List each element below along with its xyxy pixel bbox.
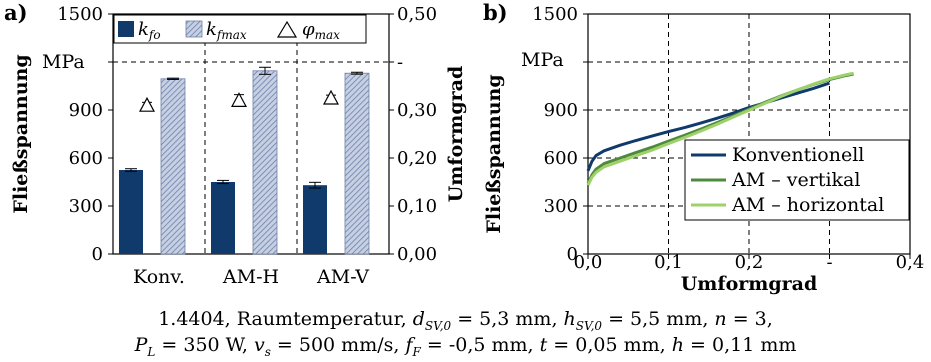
panel-b-y-tick-label: 600	[544, 148, 578, 169]
legend-label-am-horizontal: AM – horizontal	[731, 194, 884, 216]
legend-label-am-vertikal: AM – vertikal	[731, 169, 860, 191]
panel-b-x-axis-title: Umformgrad	[681, 273, 818, 295]
panel-a-y-tick-label: 1500	[57, 4, 103, 25]
marker-phimax	[138, 96, 156, 112]
panel-b-legend-box	[684, 139, 910, 221]
panel-a-y-tick-label: 600	[69, 148, 103, 169]
bar-kfmax	[252, 70, 278, 255]
caption-line-2: PL = 350 W, vs = 500 mm/s, fF = -0,5 mm,…	[134, 334, 797, 359]
panel-a-y2-tick-label: -	[397, 52, 403, 73]
bar-kfo	[119, 170, 143, 254]
line-konventionell	[586, 81, 830, 172]
panel-a-y2-tick-label: 0,50	[397, 4, 437, 25]
panel-a-y-axis-unit: MPa	[42, 51, 85, 73]
panel-b-x-tick-label: 0,2	[735, 252, 764, 273]
legend-label-kfmax: kfmax	[206, 19, 247, 42]
panel-a-y-tick-label: 0	[92, 244, 103, 265]
caption-material: 1.4404, Raumtemperatur,	[158, 308, 413, 330]
panel-a-y2-tick-label: 0,10	[397, 196, 437, 217]
legend-swatch-kfo	[118, 21, 134, 37]
panel-a-legend-box	[113, 14, 367, 44]
panel-b-y-axis-unit: MPa	[521, 49, 564, 71]
panel-b-legend: Konventionell AM – vertikal AM – horizon…	[684, 139, 910, 221]
panel-a-grid	[113, 14, 389, 254]
panel-b-y-tick-label: 1500	[532, 4, 578, 25]
panel-a-y-tick-label: 900	[69, 100, 103, 121]
legend-label-konventionell: Konventionell	[732, 144, 864, 166]
panel-b-y-tick-label: 300	[544, 196, 578, 217]
panel-a-y2-tick-label: 0,30	[397, 100, 437, 121]
legend-swatch-kfmax	[185, 20, 203, 38]
panel-a-y2-tick-label: 0,20	[397, 148, 437, 169]
panel-a-x-tick-label: AM-H	[222, 266, 279, 288]
panel-a-y-axis-title: Fließspannung	[10, 54, 32, 213]
legend-triangle-phimax	[276, 20, 298, 38]
bar-kfmax	[344, 72, 370, 255]
panel-b-x-tick-label: 0,0	[574, 252, 603, 273]
legend-label-kfo: kfo	[138, 19, 161, 42]
panel-a-plot-frame	[112, 13, 390, 255]
marker-phimax	[322, 89, 340, 105]
panel-a-y2-axis-title: Umformgrad	[445, 66, 467, 203]
panel-b-y-tick-label: 0	[567, 244, 578, 265]
panel-b-y-axis-title: Fließspannung	[483, 74, 505, 233]
panel-a-legend: kfo kfmax φmax	[113, 14, 367, 44]
panel-a-y2-ticks: 0,00 0,10 0,20 0,30 - 0,50	[389, 4, 437, 265]
legend-label-phimax: φmax	[302, 19, 340, 42]
panel-b-x-ticks: 0,0 0,1 0,2 - 0,4	[574, 252, 925, 273]
bar-kfo	[303, 185, 327, 254]
panel-b-label: b)	[483, 0, 508, 25]
panel-b-x-tick-label: 0,4	[896, 252, 925, 273]
bar-kfmax	[160, 78, 186, 255]
panel-b-lines	[586, 71, 854, 186]
bar-kfo	[211, 182, 235, 254]
panel-a-x-tick-label: AM-V	[316, 266, 369, 288]
panel-a-x-ticks: Konv. AM-H AM-V	[133, 266, 369, 288]
panel-b-x-tick-label: -	[826, 252, 832, 273]
panel-b-chart: b) 0 300 600 900 1500 0,0 0,1 0,2 - 0,4 Fließspa…	[483, 0, 924, 295]
caption-line-1: 1.4404, Raumtemperatur, dSV,0 = 5,3 mm, …	[158, 308, 773, 333]
marker-phimax	[230, 92, 248, 107]
panel-b-y-tick-label: 900	[544, 100, 578, 121]
panel-a-y-ticks: 0 300 600 900 1500	[57, 4, 113, 265]
panel-a-y-tick-label: 300	[69, 196, 103, 217]
panel-a-bars	[119, 66, 370, 255]
line-am-horizontal	[586, 71, 854, 186]
panel-a-y2-tick-label: 0,00	[397, 244, 437, 265]
panel-a-x-tick-label: Konv.	[133, 266, 185, 288]
panel-a-label: a)	[4, 0, 28, 25]
panel-b-x-tick-label: 0,1	[654, 252, 683, 273]
panel-b-y-ticks: 0 300 600 900 1500	[532, 4, 588, 265]
